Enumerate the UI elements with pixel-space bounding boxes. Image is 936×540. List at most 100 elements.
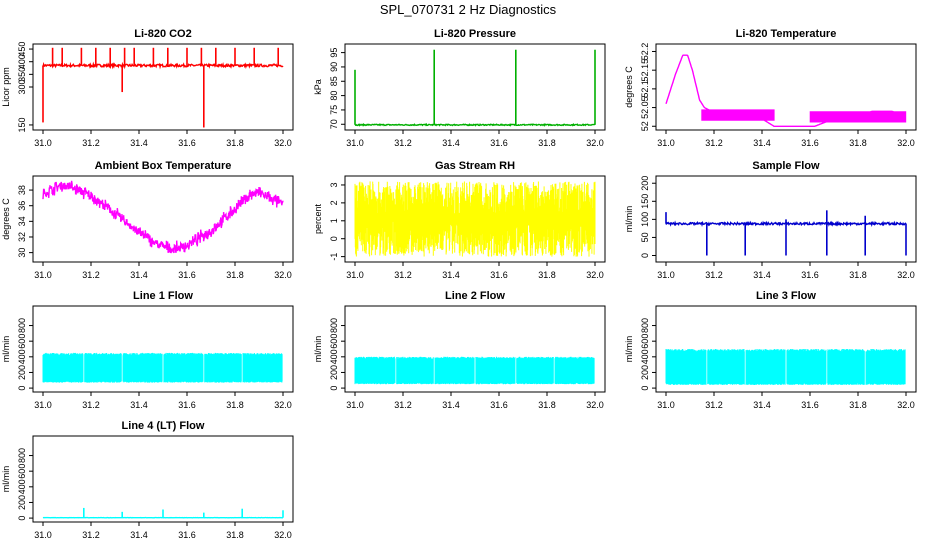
page-title: SPL_070731 2 Hz Diagnostics [379, 2, 557, 17]
y-tick-label: 200 [17, 365, 27, 380]
y-tick-label: 32 [17, 232, 27, 242]
x-tick-label: 31.4 [753, 400, 771, 410]
y-tick-label: 450 [17, 42, 27, 57]
y-tick-label: 75 [329, 105, 339, 115]
series-line [354, 122, 596, 127]
x-tick-label: 31.2 [705, 400, 723, 410]
x-tick-label: 31.0 [34, 270, 52, 280]
y-axis-label: percent [313, 203, 323, 234]
y-axis-label: kPa [313, 79, 323, 95]
y-tick-label: 52.05 [640, 96, 650, 119]
y-tick-label: 800 [329, 318, 339, 333]
x-tick-label: 31.6 [178, 400, 196, 410]
y-tick-label: 200 [329, 365, 339, 380]
x-tick-label: 31.6 [490, 270, 508, 280]
x-tick-label: 32.0 [586, 138, 604, 148]
y-tick-label: 200 [640, 176, 650, 191]
chart-co2: Li-820 CO2 Licor ppm 31.0 31.2 31.4 31.6 31.8 3… [1, 28, 294, 148]
x-tick-label: 31.0 [34, 400, 52, 410]
y-tick-label: 100 [640, 212, 650, 227]
y-tick-label: 52.15 [640, 59, 650, 82]
chart-title: Li-820 Temperature [736, 28, 837, 40]
y-tick-label: 600 [17, 464, 27, 479]
y-tick-label: 800 [640, 318, 650, 333]
x-tick-label: 32.0 [586, 400, 604, 410]
x-tick-label: 31.2 [82, 270, 100, 280]
plot-frame [655, 305, 917, 393]
x-tick-label: 31.4 [442, 138, 460, 148]
x-tick-label: 31.8 [849, 138, 867, 148]
x-tick-label: 31.8 [226, 400, 244, 410]
plot-frame [344, 43, 606, 131]
y-tick-label: 90 [329, 62, 339, 72]
y-tick-label: 400 [17, 349, 27, 364]
chart-title: Li-820 CO2 [134, 28, 191, 40]
y-axis-label: ml/min [313, 336, 323, 363]
x-tick-label: 31.4 [753, 270, 771, 280]
chart-title: Li-820 Pressure [434, 28, 516, 40]
y-axis-label: ml/min [1, 466, 11, 493]
x-tick-label: 31.6 [801, 138, 819, 148]
x-tick-label: 31.4 [130, 530, 148, 540]
x-tick-label: 31.4 [442, 400, 460, 410]
x-tick-label: 32.0 [274, 400, 292, 410]
chart-title: Line 4 (LT) Flow [122, 420, 205, 432]
x-tick-label: 31.4 [753, 138, 771, 148]
chart-temp820: Li-820 Temperature degrees C 31.0 31.2 31.4 3… [624, 28, 917, 148]
y-axis-label: degrees C [624, 66, 634, 108]
x-tick-label: 32.0 [274, 530, 292, 540]
chart-line4: Line 4 (LT) Flow ml/min 31.0 31.2 31.4 31.6 31… [1, 420, 294, 540]
y-tick-label: 600 [640, 334, 650, 349]
chart-rh: Gas Stream RH percent 31.0 31.2 31.4 31.6 31.8… [313, 160, 606, 280]
x-tick-label: 31.4 [130, 138, 148, 148]
x-tick-label: 31.4 [130, 270, 148, 280]
x-tick-label: 31.0 [34, 530, 52, 540]
chart-title: Gas Stream RH [435, 160, 515, 172]
chart-line1: Line 1 Flow ml/min 31.0 31.2 31.4 31.6 31.8 32.… [1, 290, 294, 410]
chart-title: Line 2 Flow [445, 290, 505, 302]
x-tick-label: 31.0 [657, 270, 675, 280]
series-line [354, 181, 596, 257]
y-tick-label: 3 [329, 182, 339, 187]
y-tick-label: 38 [17, 185, 27, 195]
y-tick-label: 600 [329, 334, 339, 349]
chart-pressure: Li-820 Pressure kPa 31.0 31.2 31.4 31.6 31.8 32… [313, 28, 606, 148]
y-tick-label: 30 [17, 248, 27, 258]
y-tick-label: 800 [17, 318, 27, 333]
plot-frame [32, 435, 294, 523]
y-axis-label: degrees C [1, 198, 11, 240]
x-tick-label: 31.2 [705, 270, 723, 280]
x-tick-label: 31.6 [178, 138, 196, 148]
y-tick-label: 0 [640, 386, 650, 391]
x-tick-label: 31.2 [82, 138, 100, 148]
y-tick-label: 150 [17, 117, 27, 132]
y-tick-label: 800 [17, 448, 27, 463]
y-tick-label: 34 [17, 216, 27, 226]
plot-frame [344, 305, 606, 393]
x-tick-label: 31.6 [178, 530, 196, 540]
y-axis-label: Licor ppm [1, 67, 11, 107]
series-line [42, 352, 283, 383]
y-tick-label: 0 [329, 236, 339, 241]
x-tick-label: 31.2 [394, 400, 412, 410]
y-tick-label: 85 [329, 76, 339, 86]
y-axis-label: ml/min [624, 336, 634, 363]
x-tick-label: 31.6 [801, 270, 819, 280]
x-tick-label: 31.8 [226, 138, 244, 148]
y-tick-label: 200 [640, 365, 650, 380]
chart-line2: Line 2 Flow ml/min 31.0 31.2 31.4 31.6 31.8 32.… [313, 290, 606, 410]
y-tick-label: 95 [329, 48, 339, 58]
chart-title: Line 1 Flow [133, 290, 193, 302]
y-tick-label: 36 [17, 201, 27, 211]
x-tick-label: 31.4 [442, 270, 460, 280]
x-tick-label: 31.8 [538, 270, 556, 280]
y-tick-label: 0 [17, 516, 27, 521]
x-tick-label: 31.8 [538, 400, 556, 410]
x-tick-label: 31.2 [82, 530, 100, 540]
y-tick-label: 52.1 [640, 80, 650, 98]
x-tick-label: 31.6 [178, 270, 196, 280]
chart-line3: Line 3 Flow ml/min 31.0 31.2 31.4 31.6 31.8 32.… [624, 290, 917, 410]
x-tick-label: 31.8 [538, 138, 556, 148]
plot-frame [344, 175, 606, 263]
